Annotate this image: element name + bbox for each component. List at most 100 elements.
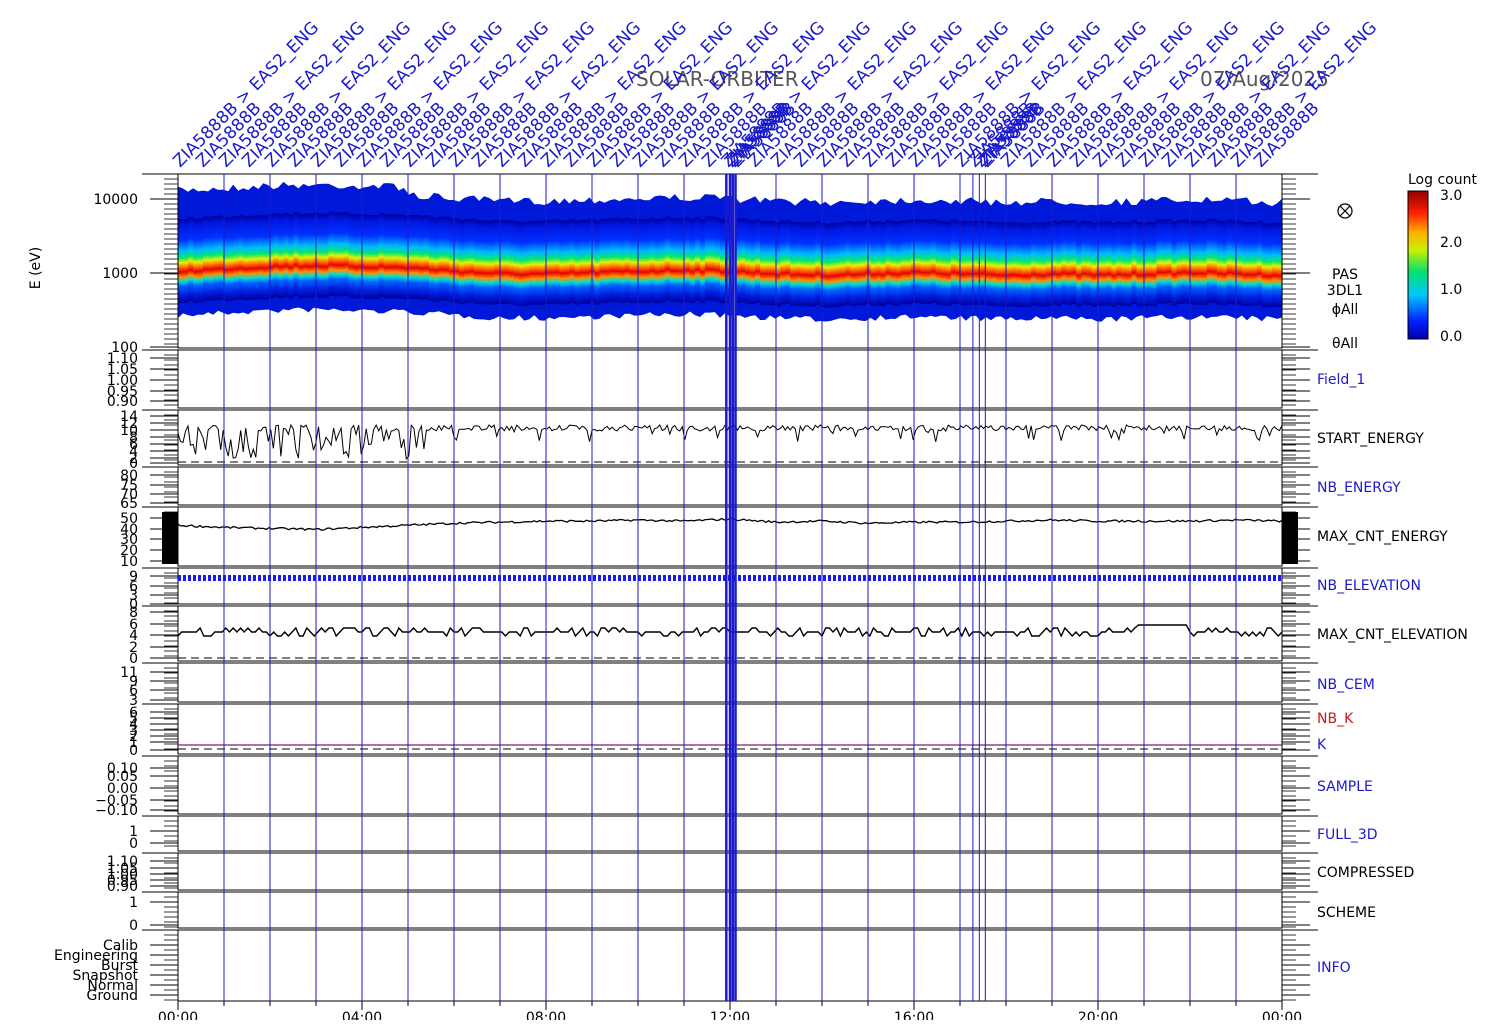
y-tick-label: 4: [129, 717, 138, 733]
spectrogram-column: [514, 221, 520, 306]
spectrogram-column: [980, 220, 987, 305]
spectrogram-column: [604, 218, 611, 303]
spectrogram-column: [1111, 222, 1117, 307]
y-tick-label: 1.10: [107, 351, 138, 367]
x-tick-label: 00:00: [1262, 1010, 1302, 1020]
spectrogram-column: [544, 219, 550, 304]
y-tick-label: 65: [120, 496, 138, 512]
spectrogram-column: [895, 221, 902, 306]
spectrogram-column: [1261, 223, 1268, 308]
spectrogram-column: [373, 215, 380, 299]
spectrogram-column: [1156, 219, 1163, 304]
y-tick-label: 1000: [102, 266, 138, 282]
spectrogram-column: [268, 214, 274, 299]
panel-label: NB_ENERGY: [1317, 480, 1401, 496]
y-tick-label: 40: [120, 522, 138, 538]
spectrogram-column: [720, 219, 726, 304]
spectrogram-column: [950, 219, 957, 304]
spectrogram-column: [1201, 220, 1208, 305]
spectrogram-column: [1241, 222, 1248, 306]
spectrogram-column: [454, 218, 460, 303]
spectrogram-column: [785, 219, 791, 304]
spectrogram-column: [624, 217, 631, 302]
y-tick-label: 1: [129, 824, 138, 840]
spectrogram-column: [900, 220, 907, 305]
spectrogram-column: [619, 218, 626, 303]
spectrogram-column: [775, 222, 781, 307]
spectrogram-column: [996, 222, 1002, 307]
spectrogram-column: [614, 218, 621, 303]
colorbar-tick: 2.0: [1440, 235, 1462, 251]
spectrogram-column: [1211, 219, 1218, 304]
spectrogram-column: [489, 220, 495, 305]
spectrogram-column: [248, 215, 254, 300]
spectrogram-column: [218, 215, 224, 300]
spectrogram-column: [1041, 222, 1047, 307]
spectrogram-column: [1277, 223, 1283, 307]
spectrogram-column: [714, 217, 721, 302]
spectrogram-column: [1081, 220, 1087, 305]
spectrogram-column: [293, 212, 299, 297]
spectrogram-column: [303, 213, 310, 298]
y-tick-label: 0.95: [107, 384, 138, 400]
panel-label: Field_1: [1317, 372, 1365, 388]
spectrogram-column: [970, 220, 977, 305]
spectrogram-column: [1046, 221, 1052, 306]
spectrogram-column: [1121, 222, 1127, 307]
spectrogram-column: [1136, 222, 1143, 307]
spectrogram-column: [674, 218, 681, 303]
y-tick-label: 0.90: [107, 394, 138, 410]
spectrogram-column: [504, 219, 510, 304]
spectrogram-column: [323, 213, 330, 298]
spectrogram-column: [669, 218, 676, 302]
spectrogram-column: [574, 220, 580, 305]
spectrogram-column: [208, 216, 214, 301]
y-tick-label: 1.10: [107, 854, 138, 870]
y-tick-label: 0: [129, 836, 138, 852]
y-tick-label: 75: [120, 478, 138, 494]
spectrogram-column: [825, 223, 831, 308]
spectrogram-column: [699, 219, 706, 304]
y-tick-label: 0.00: [107, 781, 138, 797]
spectrogram-column: [1256, 220, 1263, 305]
y-tick-label: Burst: [101, 958, 139, 974]
spectrogram-column: [935, 220, 942, 305]
y-tick-label: 0: [129, 456, 138, 472]
max-cnt-energy-edge-block: [1282, 512, 1298, 564]
spectrogram-column: [524, 221, 530, 306]
spectrogram-column: [725, 219, 731, 304]
hour-grid-lines: [223, 174, 1237, 1001]
spectrogram-column: [1266, 223, 1273, 308]
spectrogram-column: [398, 214, 405, 299]
spectrogram-column: [1151, 222, 1158, 307]
spectrogram-column: [805, 222, 811, 307]
spectrogram-column: [549, 219, 555, 304]
spectrogram-column: [283, 213, 289, 297]
spectrogram-column: [1231, 220, 1238, 305]
panel-label: K: [1317, 737, 1327, 753]
panel-label: NB_CEM: [1317, 677, 1375, 693]
spectrogram-column: [664, 216, 671, 301]
spectrogram-column: [1206, 218, 1213, 303]
spectrogram-column: [985, 221, 992, 306]
spectrogram-column: [1146, 221, 1153, 306]
x-tick-label: 16:00: [894, 1010, 934, 1020]
y-tick-label: 2: [129, 451, 138, 467]
spectrogram-column: [735, 218, 741, 303]
y-tick-label: 0: [129, 651, 138, 667]
y-tick-label: 3: [129, 693, 138, 709]
spectrogram-column: [428, 217, 435, 302]
spectrogram-column: [203, 216, 209, 301]
spectrogram-column: [183, 218, 189, 303]
spectrogram-column: [584, 219, 591, 304]
spectrogram-column: [780, 220, 786, 305]
panel-label: COMPRESSED: [1317, 865, 1414, 881]
panel-label: MAX_CNT_ENERGY: [1317, 529, 1448, 545]
spectrogram-column: [188, 217, 194, 302]
spectrogram-column: [1106, 221, 1112, 306]
spectrogram-column: [569, 219, 575, 304]
spectrogram-column: [965, 221, 972, 305]
plot-date: 07/Aug/2025: [1200, 67, 1329, 91]
spectrogram-column: [704, 216, 711, 301]
spectrogram-column: [1191, 220, 1198, 305]
